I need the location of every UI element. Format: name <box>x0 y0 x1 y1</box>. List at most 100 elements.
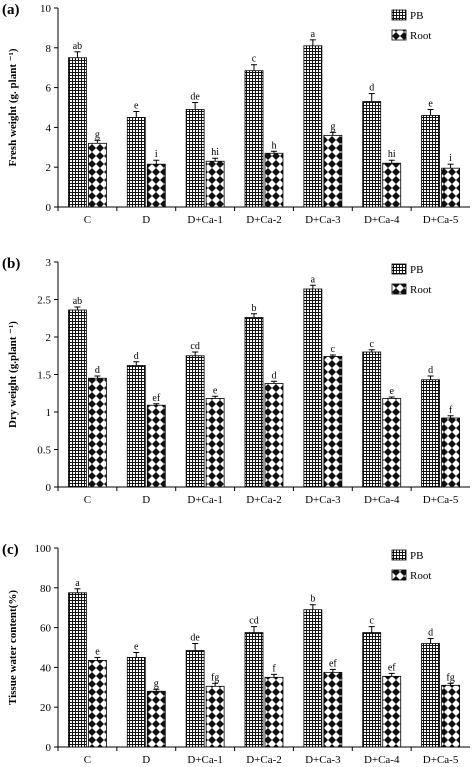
legend-label-root: Root <box>410 284 431 296</box>
x-tick-label: C <box>84 214 91 226</box>
y-tick-label: 4 <box>46 122 52 134</box>
y-axis-label: Tissue water content(%) <box>7 590 19 705</box>
x-tick-label: C <box>84 494 91 506</box>
significance-letter: ab <box>73 296 82 307</box>
panel-label: (c) <box>2 542 19 558</box>
significance-letter: fg <box>211 672 219 683</box>
bar-pb <box>362 101 382 208</box>
significance-letter: ef <box>152 393 160 404</box>
chart-panel-1: (b) 0 0.5 1 1.5 2 2.5 3 Dry weight (g.plant ⁻¹) C… <box>2 256 470 506</box>
bar-root <box>146 690 166 748</box>
significance-letter: b <box>252 303 257 314</box>
y-tick-label: 40 <box>40 662 52 674</box>
x-tick-label: D <box>142 754 150 766</box>
y-tick-label: 20 <box>40 702 52 714</box>
bar-pb <box>362 351 382 488</box>
y-tick-label: 100 <box>35 543 52 555</box>
significance-letter: g <box>154 678 159 689</box>
significance-letter: d <box>428 365 433 376</box>
bar-root <box>88 660 107 748</box>
significance-letter: b <box>310 594 315 605</box>
significance-letter: a <box>311 29 316 40</box>
significance-letter: d <box>428 628 433 639</box>
bar-root <box>88 142 107 208</box>
significance-letter: d <box>369 83 374 94</box>
significance-letter: cd <box>190 341 199 352</box>
significance-letter: i <box>449 153 452 164</box>
x-tick-label: D+Ca-4 <box>364 214 400 226</box>
y-tick-label: 1.5 <box>37 370 51 382</box>
bar-root <box>264 676 284 748</box>
bar-root <box>146 404 166 488</box>
bar-root <box>205 160 225 208</box>
significance-letter: f <box>272 663 276 674</box>
significance-letter: f <box>449 405 453 416</box>
significance-letter: g <box>95 129 100 140</box>
x-tick-label: D+Ca-5 <box>423 214 459 226</box>
y-tick-label: 60 <box>40 623 52 635</box>
significance-letter: ab <box>73 41 82 52</box>
significance-letter: h <box>272 140 277 151</box>
bar-root <box>323 671 343 748</box>
legend-label-root: Root <box>410 30 431 42</box>
bar-root <box>264 152 284 208</box>
x-tick-label: D+Ca-2 <box>246 754 282 766</box>
significance-letter: e <box>389 386 394 397</box>
significance-letter: c <box>252 54 257 65</box>
y-tick-label: 1 <box>46 407 52 419</box>
chart-panel-2: (c) 0 20 40 60 80 100 Tissue water content(%) C D… <box>2 542 470 766</box>
y-tick-label: 10 <box>40 3 52 15</box>
bar-root <box>205 398 225 488</box>
x-tick-label: D+Ca-4 <box>364 494 400 506</box>
legend-swatch-pb <box>391 549 407 561</box>
bar-root <box>323 134 343 208</box>
bar-pb <box>126 657 146 748</box>
x-tick-label: D+Ca-2 <box>246 494 282 506</box>
significance-letter: e <box>213 385 218 396</box>
significance-letter: g <box>330 121 335 132</box>
y-tick-label: 6 <box>46 83 52 95</box>
bar-pb <box>126 365 146 488</box>
x-tick-label: D+Ca-3 <box>305 214 341 226</box>
y-tick-label: 2 <box>46 332 52 344</box>
bar-root <box>264 383 284 488</box>
chart-panel-0: (a) 0 2 4 6 8 10 Fresh weight (g. plant ⁻¹) C D D+… <box>2 2 470 226</box>
bar-pb <box>244 317 264 488</box>
significance-letter: hi <box>211 147 219 158</box>
legend-swatch-pb <box>391 9 407 21</box>
significance-letter: a <box>311 274 316 285</box>
bar-pb <box>303 609 323 748</box>
bar-root <box>205 685 225 748</box>
significance-letter: e <box>95 646 100 657</box>
bar-pb <box>362 632 382 748</box>
significance-letter: ef <box>388 662 396 673</box>
bar-root <box>382 162 402 208</box>
y-tick-label: 0 <box>46 482 52 494</box>
significance-letter: d <box>95 365 100 376</box>
bar-root <box>441 417 460 488</box>
legend-swatch-root <box>391 29 407 41</box>
x-tick-label: D <box>142 494 150 506</box>
bar-pb <box>68 592 87 748</box>
bar-pb <box>421 643 440 748</box>
bar-pb <box>185 109 205 208</box>
bar-pb <box>244 70 264 208</box>
y-tick-label: 0.5 <box>37 445 51 457</box>
bar-pb <box>421 379 440 488</box>
x-tick-label: D+Ca-1 <box>187 754 223 766</box>
legend-label-pb: PB <box>410 264 423 276</box>
bar-root <box>88 377 107 488</box>
bar-pb <box>303 45 323 208</box>
bar-pb <box>244 632 264 748</box>
bar-pb <box>303 288 323 488</box>
significance-letter: cd <box>249 616 258 627</box>
legend-swatch-root <box>391 283 407 295</box>
legend-label-pb: PB <box>410 550 423 562</box>
bar-pb <box>421 115 440 208</box>
y-tick-label: 2.5 <box>37 295 51 307</box>
significance-letter: i <box>155 149 158 160</box>
bar-pb <box>126 117 146 208</box>
y-tick-label: 2 <box>46 162 52 174</box>
x-tick-label: D+Ca-1 <box>187 494 223 506</box>
